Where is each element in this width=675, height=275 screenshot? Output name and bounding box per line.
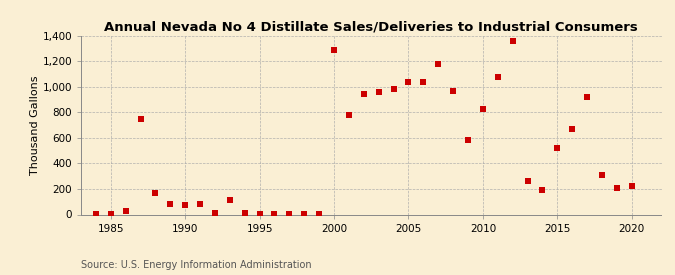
Point bbox=[507, 39, 518, 43]
Point bbox=[522, 178, 533, 183]
Point bbox=[299, 212, 310, 216]
Point bbox=[403, 79, 414, 84]
Point bbox=[240, 210, 250, 215]
Point bbox=[582, 95, 593, 99]
Point bbox=[433, 62, 443, 67]
Point bbox=[597, 173, 608, 177]
Point bbox=[120, 208, 131, 213]
Point bbox=[135, 117, 146, 121]
Point bbox=[567, 127, 578, 131]
Point bbox=[284, 212, 295, 216]
Point bbox=[448, 89, 458, 93]
Point bbox=[552, 146, 563, 150]
Point bbox=[537, 187, 548, 192]
Point bbox=[329, 48, 340, 53]
Point bbox=[314, 212, 325, 216]
Point bbox=[612, 186, 622, 190]
Point bbox=[462, 138, 473, 142]
Point bbox=[388, 87, 399, 91]
Point bbox=[269, 212, 280, 216]
Title: Annual Nevada No 4 Distillate Sales/Deliveries to Industrial Consumers: Annual Nevada No 4 Distillate Sales/Deli… bbox=[105, 20, 638, 33]
Point bbox=[477, 106, 488, 111]
Point bbox=[344, 113, 354, 117]
Y-axis label: Thousand Gallons: Thousand Gallons bbox=[30, 75, 40, 175]
Point bbox=[165, 202, 176, 206]
Point bbox=[418, 79, 429, 84]
Point bbox=[225, 198, 236, 203]
Point bbox=[90, 212, 101, 216]
Point bbox=[492, 75, 503, 79]
Point bbox=[254, 212, 265, 216]
Point bbox=[358, 92, 369, 97]
Point bbox=[209, 210, 220, 215]
Point bbox=[194, 202, 205, 207]
Point bbox=[105, 212, 116, 216]
Point bbox=[373, 90, 384, 94]
Point bbox=[626, 184, 637, 189]
Point bbox=[180, 203, 190, 207]
Text: Source: U.S. Energy Information Administration: Source: U.S. Energy Information Administ… bbox=[81, 260, 312, 270]
Point bbox=[150, 191, 161, 196]
